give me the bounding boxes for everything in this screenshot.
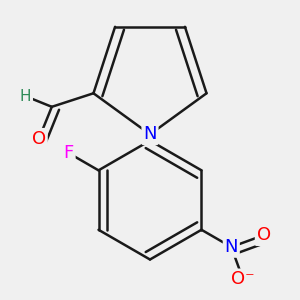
Text: O: O [32,130,46,148]
Text: H: H [20,89,32,104]
Text: N: N [143,125,157,143]
Text: O: O [256,226,271,244]
Text: O⁻: O⁻ [231,270,255,288]
Text: F: F [64,144,74,162]
Text: N: N [224,238,238,256]
